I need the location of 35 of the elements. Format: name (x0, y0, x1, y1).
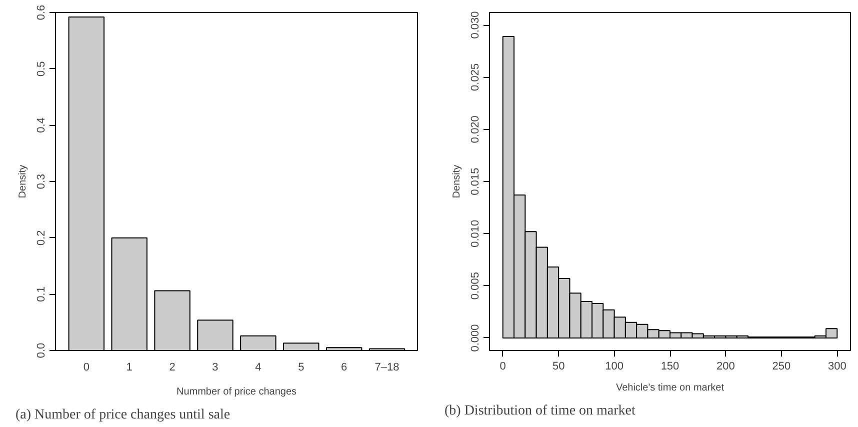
x-axis-title: Vehicle's time on market (616, 382, 724, 394)
x-tick-label: 150 (660, 360, 680, 372)
y-axis-title: Density (18, 164, 28, 198)
y-tick-label: 0.2 (36, 230, 48, 246)
y-tick-label: 0.0 (36, 342, 48, 358)
y-tick-label: 0.6 (36, 4, 48, 20)
x-tick-label: 7–18 (374, 362, 400, 374)
text: (b) Distribution of time on market (444, 404, 636, 418)
x-tick-label: 100 (605, 360, 624, 372)
text: (a) Number of price changes until sale (16, 408, 230, 422)
x-tick-label: 3 (212, 362, 218, 374)
x-tick-label: 0 (83, 362, 90, 374)
x-tick-label: 6 (341, 362, 348, 374)
x-tick-label: 5 (298, 362, 304, 374)
y-axis-title: Density (452, 164, 462, 198)
y-tick-label: 0.005 (470, 272, 482, 300)
x-axis-title: Nummber of price changes (176, 386, 297, 398)
y-tick-label: 0.020 (470, 116, 482, 144)
x-tick-label: 50 (552, 360, 565, 372)
y-tick-label: 0.5 (36, 61, 48, 76)
y-tick-label: 0.030 (470, 11, 482, 39)
y-tick-label: 0.015 (470, 168, 482, 196)
y-tick-label: 0.000 (470, 324, 482, 352)
x-tick-label: 300 (828, 360, 846, 372)
y-tick-label: 0.1 (36, 286, 48, 302)
y-tick-label: 0.4 (36, 118, 48, 133)
x-tick-label: 4 (255, 362, 262, 374)
x-tick-label: 200 (716, 360, 735, 372)
x-tick-label: 250 (772, 360, 791, 372)
y-tick-label: 0.3 (36, 174, 48, 190)
x-tick-label: 0 (500, 360, 506, 372)
x-tick-label: 1 (126, 362, 132, 374)
x-tick-label: 2 (169, 362, 176, 374)
y-tick-label: 0.025 (470, 63, 482, 91)
y-tick-label: 0.010 (470, 220, 482, 248)
